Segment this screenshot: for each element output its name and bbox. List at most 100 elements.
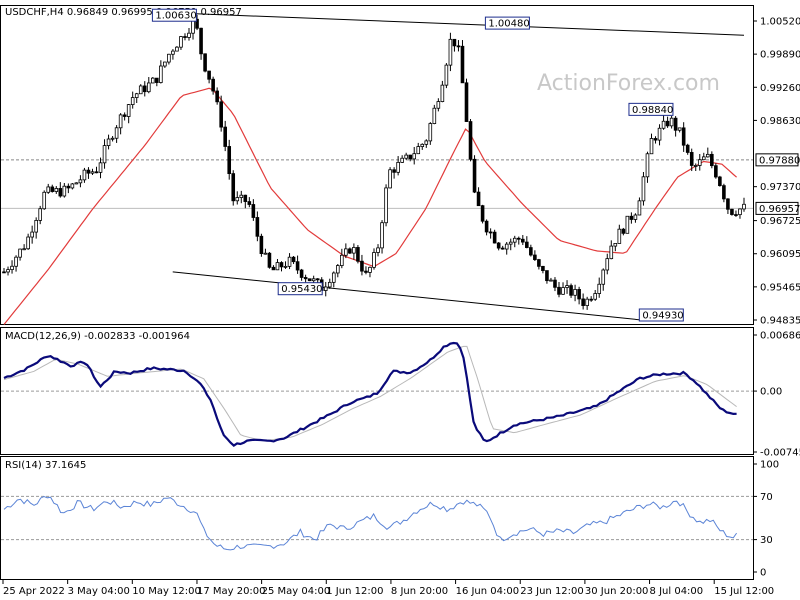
candle — [247, 197, 252, 208]
candle — [625, 215, 630, 234]
candle — [340, 248, 344, 269]
candle — [412, 147, 417, 165]
candle — [549, 277, 553, 282]
candle — [336, 263, 340, 278]
candle — [472, 155, 477, 194]
candle — [669, 115, 674, 129]
candle — [521, 235, 525, 246]
candle — [645, 151, 650, 183]
candle — [613, 243, 618, 252]
rsi-tick-label: 0 — [760, 568, 766, 579]
candle — [10, 260, 14, 274]
candle — [243, 194, 248, 209]
moving-average-line — [3, 87, 737, 325]
candle — [167, 53, 171, 65]
price-annotation: 0.94930 — [638, 308, 684, 322]
candle — [199, 27, 203, 60]
candle — [742, 197, 746, 212]
macd-lines — [3, 341, 737, 447]
candle — [259, 233, 264, 257]
y-tick-label: 0.94835 — [760, 316, 800, 327]
x-tick-label: 17 May 20:00 — [197, 586, 266, 597]
rsi-tick-label: 70 — [760, 492, 773, 503]
y-tick-label: 0.96095 — [760, 249, 800, 260]
candle — [689, 148, 694, 172]
y-tick-label: 0.99260 — [760, 83, 800, 94]
candle — [86, 167, 91, 179]
candle — [171, 49, 175, 60]
candle — [279, 261, 284, 272]
candle — [98, 157, 103, 179]
candle — [661, 115, 666, 130]
candle — [432, 104, 437, 125]
candle — [26, 233, 30, 250]
candle — [227, 139, 232, 180]
candle — [219, 95, 223, 132]
price-annotation: 1.00630 — [151, 8, 197, 22]
candle — [18, 248, 22, 261]
candle — [2, 268, 6, 274]
candle — [46, 183, 51, 194]
candle — [665, 116, 670, 128]
candle — [529, 244, 533, 257]
candle — [621, 227, 626, 236]
candle — [541, 265, 545, 274]
candle — [203, 53, 207, 73]
candle — [617, 224, 622, 244]
candle — [537, 258, 541, 270]
candle — [476, 187, 481, 207]
candle — [504, 241, 509, 255]
candle — [456, 40, 461, 52]
candle — [126, 103, 131, 124]
candle — [380, 220, 384, 254]
candle — [307, 278, 312, 282]
candle — [187, 28, 191, 41]
candle — [331, 271, 336, 288]
candle — [533, 250, 537, 261]
price-annotations: 1.00630 1.00480 0.95430 0.94930 0.98840 — [151, 8, 684, 322]
candle — [384, 184, 388, 227]
candle — [400, 155, 404, 163]
candle — [714, 163, 718, 179]
main-price-panel: USDCHF,H4 0.96849 0.96995 0.96751 0.9695… — [0, 5, 800, 327]
candle — [159, 60, 163, 84]
candle — [138, 84, 143, 95]
candle — [388, 167, 392, 189]
candle — [601, 268, 606, 291]
main-title: USDCHF,H4 0.96849 0.96995 0.96751 0.9695… — [5, 7, 242, 18]
x-tick-label: 23 Jun 12:00 — [520, 586, 584, 597]
candle — [428, 122, 433, 145]
x-tick-label: 8 Jul 04:00 — [650, 586, 704, 597]
candle — [50, 184, 55, 193]
candle — [565, 280, 569, 294]
macd-tick-label: -0.007454 — [760, 448, 800, 459]
candle — [110, 136, 115, 142]
candle — [195, 14, 199, 31]
rsi-levels — [1, 495, 753, 541]
candle — [211, 76, 215, 95]
candle — [22, 244, 26, 251]
candle — [448, 32, 453, 72]
candle — [344, 243, 348, 259]
candle — [605, 253, 610, 275]
candle — [508, 238, 513, 251]
candle — [553, 277, 557, 292]
price-annotation: 0.95430 — [277, 282, 323, 296]
candle — [681, 122, 686, 152]
candle — [223, 120, 227, 152]
candle — [633, 213, 638, 223]
candle — [649, 133, 654, 155]
rsi-tick-label: 30 — [760, 535, 773, 546]
candle — [589, 296, 593, 302]
candle — [283, 261, 288, 269]
y-tick-label: 0.98630 — [760, 116, 800, 127]
level-price-tag: 0.97880 — [755, 153, 800, 167]
candle — [424, 139, 429, 148]
main-panel-frame — [0, 5, 754, 325]
candle — [6, 266, 10, 276]
candle — [569, 283, 573, 298]
candle — [102, 139, 107, 169]
candle — [585, 296, 589, 310]
